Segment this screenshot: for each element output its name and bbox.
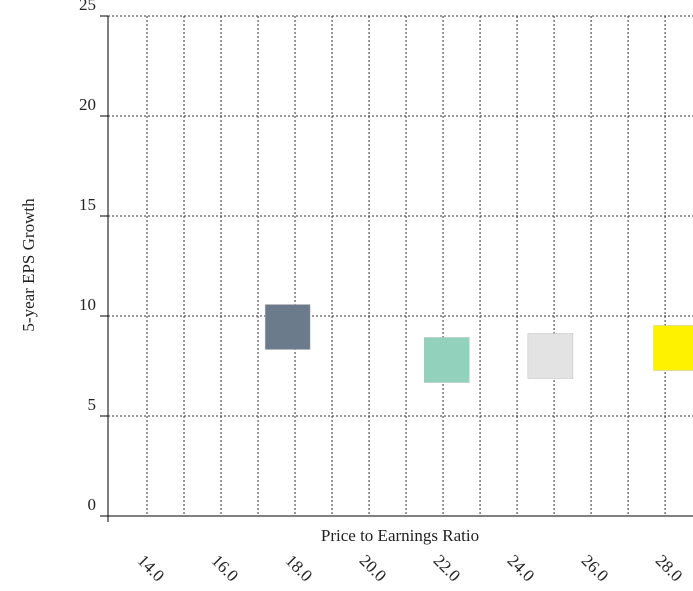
x-tick-label: 20.0 [356,551,390,585]
x-tick-label: 22.0 [430,551,464,585]
y-tick-label: 0 [88,495,97,514]
x-tick-label: 18.0 [282,551,316,585]
x-tick-label: 28.0 [652,551,686,585]
x-tick-label: 26.0 [578,551,612,585]
y-tick-label: 20 [79,95,96,114]
y-tick-label: 25 [79,0,96,14]
x-tick-label: 16.0 [208,551,242,585]
marker [424,337,470,383]
y-axis-label: 5-year EPS Growth [19,198,38,332]
marker [264,304,311,350]
marker [527,333,574,379]
x-tick-label: 24.0 [504,551,538,585]
x-tick-label: 14.0 [134,551,168,585]
y-tick-label: 5 [88,395,97,414]
y-tick-label: 15 [79,195,96,214]
marker [653,325,693,371]
x-axis-label: Price to Earnings Ratio [321,526,479,545]
y-tick-label: 10 [79,295,96,314]
